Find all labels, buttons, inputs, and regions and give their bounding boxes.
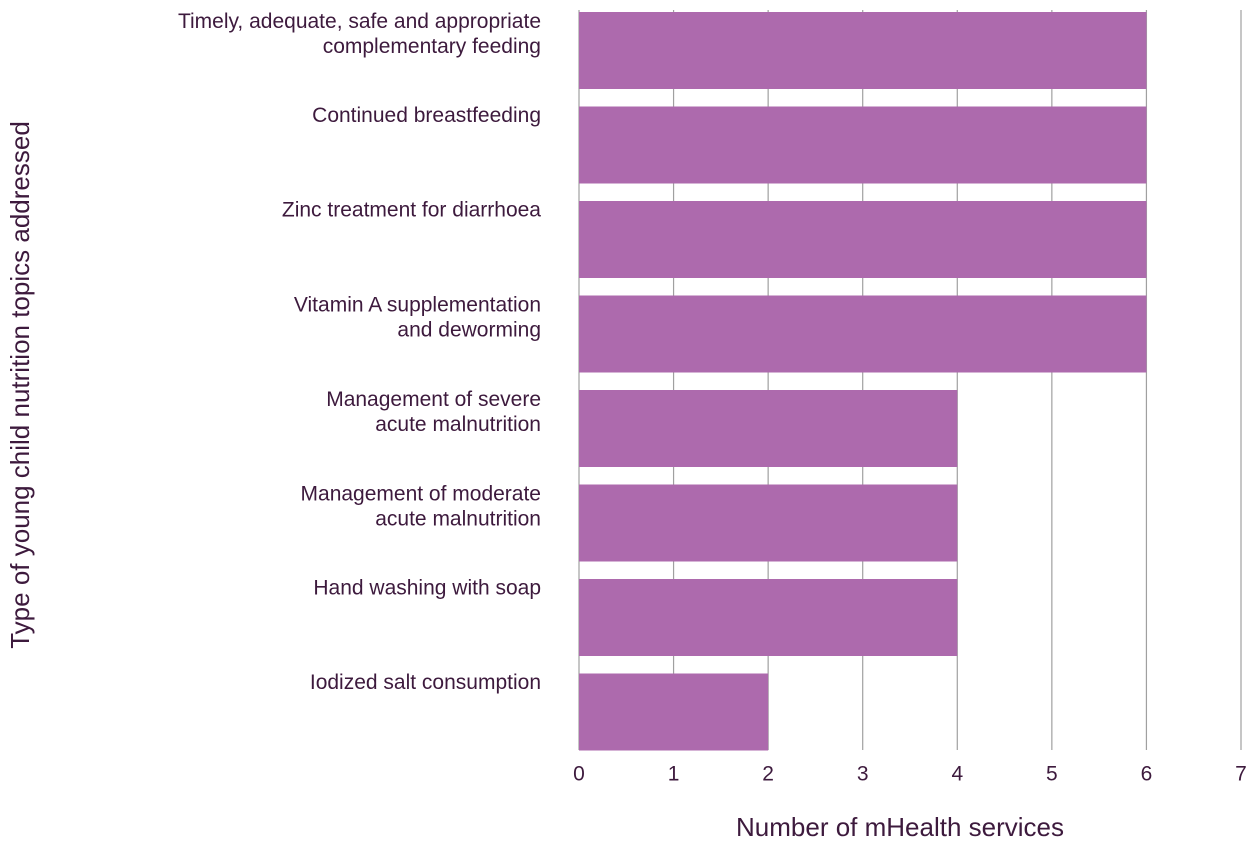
bar: [579, 12, 1147, 89]
bar: [579, 106, 1147, 184]
y-tick-label: Iodized salt consumption: [310, 671, 541, 694]
y-tick-label: Zinc treatment for diarrhoea: [282, 199, 541, 222]
bar: [579, 295, 1147, 373]
x-tick-label: 5: [1046, 763, 1058, 786]
x-tick-label: 1: [668, 763, 680, 786]
x-tick-label: 3: [857, 763, 869, 786]
y-tick-label: Management of moderate acute malnutrition: [301, 482, 541, 530]
bar: [579, 201, 1147, 278]
y-tick-label: Management of severe acute malnutrition: [326, 388, 541, 436]
y-tick-label: Continued breastfeeding: [312, 104, 541, 127]
x-axis-title: Number of mHealth services: [736, 812, 1064, 841]
bar: [579, 579, 958, 656]
y-axis-title: Type of young child nutrition topics add…: [5, 121, 35, 649]
x-tick-label: 2: [762, 763, 774, 786]
x-tick-label: 7: [1235, 763, 1247, 786]
y-tick-label: Vitamin A supplementation and deworming: [294, 293, 541, 341]
x-tick-label: 4: [951, 763, 963, 786]
y-tick-label: Hand washing with soap: [313, 577, 541, 600]
y-tick-label: Timely, adequate, safe and appropriate co…: [178, 10, 541, 58]
bar: [579, 484, 958, 562]
bar: [579, 673, 769, 751]
x-tick-label: 0: [573, 763, 585, 786]
bar: [579, 390, 958, 467]
x-tick-label: 6: [1141, 763, 1153, 786]
